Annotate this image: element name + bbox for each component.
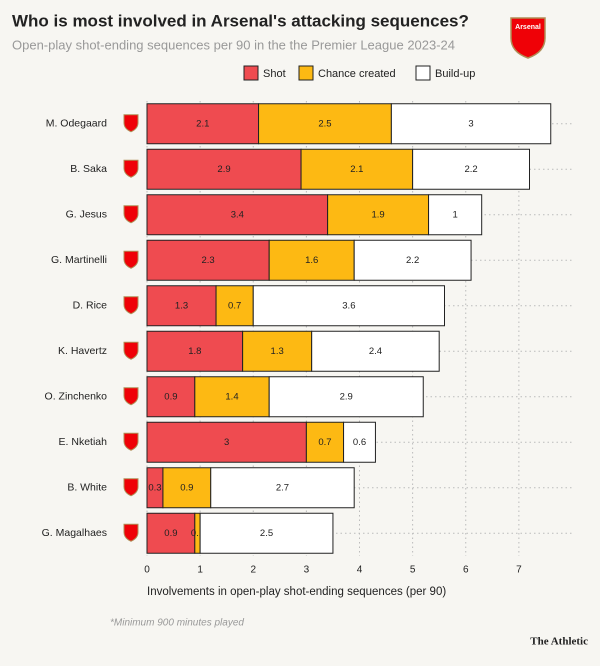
value-label: 2.2 — [406, 255, 419, 266]
value-label: 2.3 — [201, 255, 214, 266]
bar-segment — [199, 512, 334, 554]
value-label: 2.5 — [318, 118, 331, 129]
value-label: 3.4 — [231, 209, 244, 220]
legend-swatch — [415, 65, 431, 81]
source: The Athletic — [530, 636, 588, 648]
value-label: 2.2 — [464, 164, 477, 175]
value-label: 1.4 — [225, 391, 238, 402]
legend-label: Chance created — [318, 68, 396, 80]
bar-segment — [343, 421, 376, 463]
value-label: 0.3 — [148, 482, 161, 493]
bar-segment — [242, 330, 313, 372]
value-label: 2.7 — [276, 482, 289, 493]
bar-segment — [252, 285, 445, 327]
footnote: *Minimum 900 minutes played — [110, 618, 244, 629]
category-label: M. Odegaard — [46, 118, 107, 130]
crest — [123, 250, 139, 269]
x-tick-label: 3 — [304, 565, 310, 576]
bar-segment — [210, 467, 355, 509]
value-label: 2.9 — [340, 391, 353, 402]
chart-title: Who is most involved in Arsenal's attack… — [12, 11, 469, 30]
value-label: 2.1 — [196, 118, 209, 129]
value-label: 0.9 — [164, 528, 177, 539]
value-label: 2.5 — [260, 528, 273, 539]
logo: Arsenal — [510, 17, 546, 59]
value-label: 1.8 — [188, 346, 201, 357]
x-tick-label: 5 — [410, 565, 416, 576]
category-label: K. Havertz — [58, 345, 107, 357]
value-label: 0.1 — [191, 528, 204, 539]
legend-label: Shot — [263, 68, 286, 80]
bar-segment — [412, 148, 530, 190]
category-label: B. Saka — [70, 163, 107, 175]
bar-segment — [268, 239, 355, 281]
bar-segment — [268, 376, 424, 418]
crest — [123, 387, 139, 406]
x-tick-label: 6 — [463, 565, 469, 576]
value-label: 0.9 — [164, 391, 177, 402]
legend-swatch — [298, 65, 314, 81]
value-label: 3 — [468, 118, 473, 129]
value-label: 1 — [452, 209, 457, 220]
value-label: 0.7 — [318, 437, 331, 448]
bar-segment — [162, 467, 212, 509]
bar-segment — [305, 421, 345, 463]
x-tick-label: 4 — [357, 565, 363, 576]
x-axis-label: Involvements in open-play shot-ending se… — [147, 586, 446, 598]
category-label: O. Zinchenko — [45, 391, 108, 403]
category-label: G. Jesus — [66, 209, 107, 221]
x-tick-label: 1 — [197, 565, 203, 576]
value-label: 2.1 — [350, 164, 363, 175]
value-label: 1.3 — [271, 346, 284, 357]
bar-segment — [146, 512, 196, 554]
bar-segment — [428, 194, 483, 236]
bar-segment — [390, 103, 552, 145]
bar-segment — [215, 285, 254, 327]
chart-subtitle: Open-play shot-ending sequences per 90 i… — [12, 37, 455, 52]
crest — [123, 478, 139, 497]
x-tick-label: 7 — [516, 565, 522, 576]
legend-swatch — [243, 65, 259, 81]
bar-segment — [353, 239, 472, 281]
x-tick-label: 2 — [250, 565, 256, 576]
category-label: E. Nketiah — [59, 436, 108, 448]
category-label: G. Magalhaes — [42, 527, 107, 539]
bar-segment — [146, 285, 217, 327]
crest — [123, 159, 139, 178]
legend-label: Build-up — [435, 68, 475, 80]
bar-segment — [327, 194, 430, 236]
bar-segment — [311, 330, 440, 372]
value-label: 3 — [224, 437, 229, 448]
value-label: 0.7 — [228, 300, 241, 311]
value-label: 1.3 — [175, 300, 188, 311]
value-label: 0.9 — [180, 482, 193, 493]
bar-segment — [146, 148, 302, 190]
bar-segment — [300, 148, 414, 190]
value-label: 2.4 — [369, 346, 382, 357]
value-label: 0.6 — [353, 437, 366, 448]
category-label: B. White — [67, 482, 107, 494]
value-label: 1.6 — [305, 255, 318, 266]
bar-segment — [146, 103, 260, 145]
crest — [123, 296, 139, 315]
category-label: G. Martinelli — [51, 254, 107, 266]
crest — [123, 432, 139, 451]
value-label: 3.6 — [342, 300, 355, 311]
crest — [123, 205, 139, 224]
x-tick-label: 0 — [144, 565, 150, 576]
bar-segment — [146, 194, 329, 236]
crest — [123, 114, 139, 133]
crest — [123, 341, 139, 360]
logo-text: Arsenal — [515, 24, 541, 31]
bar-segment — [146, 239, 270, 281]
value-label: 1.9 — [371, 209, 384, 220]
value-label: 2.9 — [217, 164, 230, 175]
category-label: D. Rice — [73, 300, 108, 312]
crest — [123, 523, 139, 542]
